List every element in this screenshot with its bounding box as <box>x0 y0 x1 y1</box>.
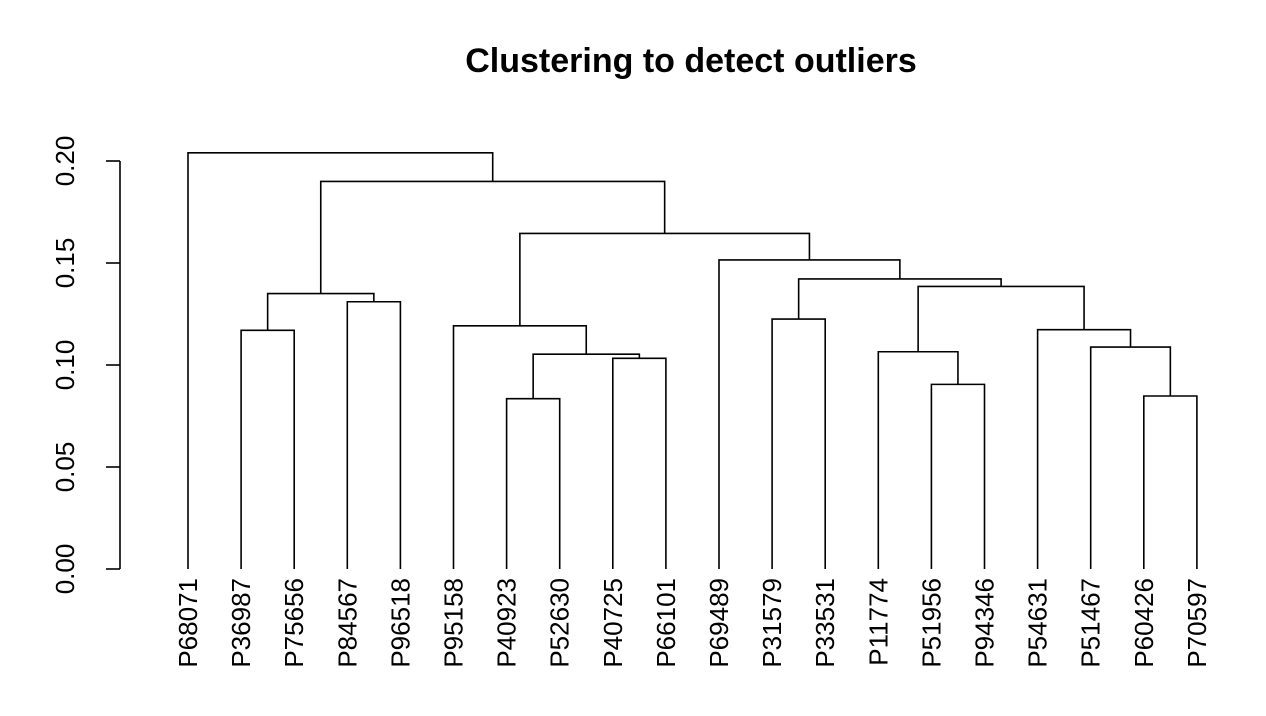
y-tick-label: 0.10 <box>50 340 80 391</box>
y-axis: 0.00 0.05 0.10 0.15 0.20 <box>50 136 121 595</box>
dendrogram-branch <box>319 180 666 294</box>
dendrogram-tree <box>187 152 1198 569</box>
leaf-label: P51467 <box>1076 578 1106 668</box>
dendrogram-branch <box>346 300 402 569</box>
leaf-label: P51956 <box>916 578 946 668</box>
dendrogram-branch <box>1143 395 1198 569</box>
leaf-label: P96518 <box>385 578 415 668</box>
chart-title: Clustering to detect outliers <box>465 42 917 80</box>
dendrogram-branch <box>532 353 641 399</box>
leaf-label: P69489 <box>704 578 734 668</box>
leaf-label: P84567 <box>332 578 362 668</box>
dendrogram-branch <box>1036 328 1132 569</box>
leaf-label: P52630 <box>545 578 575 668</box>
dendrogram-branch <box>718 259 901 569</box>
leaf-label: P31579 <box>757 578 787 668</box>
dendrogram-branch <box>505 397 561 569</box>
leaf-label: P68071 <box>173 578 203 668</box>
dendrogram-branch <box>771 318 826 569</box>
leaf-label: P70597 <box>1182 578 1212 668</box>
leaf-label: P60426 <box>1129 578 1159 668</box>
dendrogram-branch <box>452 325 588 569</box>
leaf-label: P11774 <box>863 578 893 666</box>
dendrogram-branch <box>1089 346 1172 569</box>
y-tick-label: 0.20 <box>50 136 80 187</box>
leaf-label: P95158 <box>439 578 469 668</box>
dendrogram-branch <box>930 383 986 569</box>
y-tick-label: 0.15 <box>50 238 80 289</box>
leaf-labels: P68071 P36987 P75656 P84567 P96518 P95158 P409… <box>173 578 1212 668</box>
dendrogram-branch <box>612 357 667 569</box>
leaf-label: P40725 <box>598 578 628 668</box>
leaf-label: P94346 <box>970 578 1000 668</box>
dendrogram-branch <box>519 232 811 326</box>
leaf-label: P66101 <box>651 578 681 668</box>
leaf-label: P75656 <box>279 578 309 668</box>
dendrogram-branch <box>240 329 295 569</box>
dendrogram-branch <box>917 285 1085 352</box>
dendrogram-branch <box>266 292 375 331</box>
leaf-label: P54631 <box>1023 578 1053 668</box>
y-tick-label: 0.05 <box>50 442 80 493</box>
leaf-label: P33531 <box>810 578 840 668</box>
leaf-label: P36987 <box>226 578 256 668</box>
dendrogram-branch <box>187 152 494 569</box>
leaf-label: P40923 <box>492 578 522 668</box>
dendrogram-branch <box>797 278 1002 320</box>
y-tick-label: 0.00 <box>50 544 80 595</box>
